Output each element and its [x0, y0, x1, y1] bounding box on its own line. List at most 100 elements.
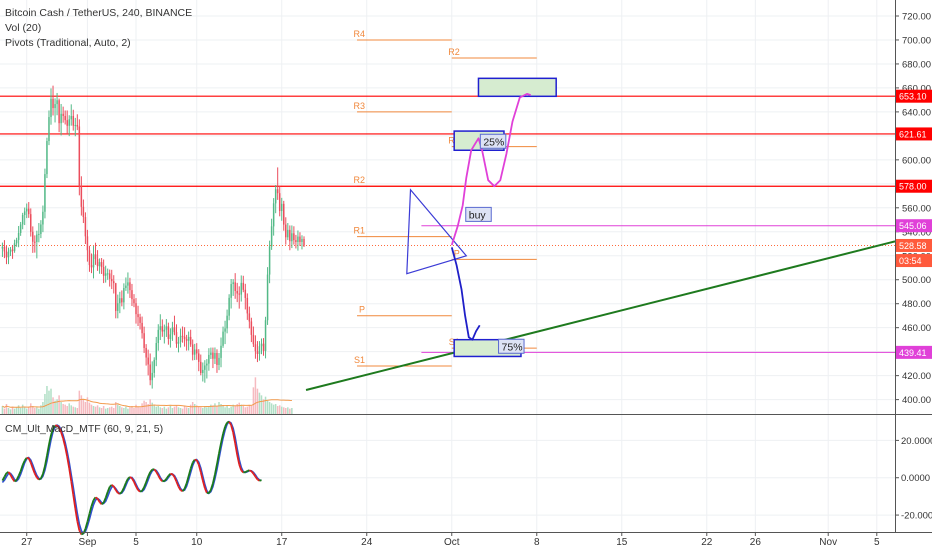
macd-line-segment: [212, 474, 216, 484]
candle-body: [210, 352, 212, 355]
macd-axis[interactable]: 20.0000 0.0000 -20.0000: [895, 436, 932, 522]
candle-body: [52, 98, 54, 109]
volume-bar: [86, 397, 89, 414]
volume-bar: [27, 406, 30, 414]
macd-line-segment: [95, 496, 99, 500]
volume-bar: [21, 404, 24, 414]
volume-bar: [222, 405, 224, 414]
candle-body: [56, 100, 58, 105]
macd-line-segment: [52, 425, 56, 430]
volume-bar: [13, 408, 16, 414]
candle-body: [11, 249, 14, 251]
volume-bar: [266, 400, 269, 414]
candle-body: [202, 369, 204, 373]
macd-line-segment: [141, 486, 145, 492]
macd-line-segment: [234, 443, 239, 456]
candle-body: [23, 211, 26, 215]
annotation-box[interactable]: [479, 133, 507, 149]
volume-bar: [119, 406, 121, 414]
candle-body: [177, 341, 180, 344]
macd-line-segment: [38, 477, 42, 481]
volume-bar: [143, 400, 145, 414]
volume-bar: [104, 408, 107, 414]
macd-line-segment: [36, 476, 40, 481]
volume-bar: [40, 405, 42, 414]
macd-line-segment: [240, 469, 244, 474]
macd-line-segment: [248, 469, 252, 473]
candle-body: [299, 236, 301, 242]
chart-title[interactable]: Bitcoin Cash / TetherUS, 240, BINANCE: [5, 7, 192, 19]
macd-line-segment: [14, 479, 18, 483]
price-tick-label: 460.00: [902, 323, 931, 334]
time-axis[interactable]: 27 Sep 5 10 17 24 Oct 8 15 22 26 Nov 5: [21, 532, 880, 548]
target-box[interactable]: [477, 77, 557, 98]
candle-body: [189, 336, 192, 345]
macd-line-segment: [139, 489, 143, 493]
volume-bar: [58, 395, 60, 414]
volume-bar: [84, 402, 87, 414]
pivots-legend[interactable]: Pivots (Traditional, Auto, 2): [5, 37, 131, 49]
candle-body: [64, 115, 66, 121]
candle-body: [1, 246, 4, 249]
candle-body: [155, 343, 158, 360]
candle-body: [173, 327, 176, 333]
candle-body: [224, 328, 226, 332]
volume-bar: [280, 406, 283, 414]
candle-body: [141, 322, 143, 334]
macd-legend[interactable]: CM_Ult_MacD_MTF (60, 9, 21, 5): [5, 423, 163, 435]
macd-line-segment: [127, 476, 131, 480]
volume-bar: [5, 404, 8, 414]
volume-bar: [82, 399, 85, 414]
volume-bar: [123, 408, 125, 414]
candle-body: [54, 104, 56, 109]
macd-line-segment: [62, 438, 67, 447]
macd-line-segment: [109, 484, 113, 488]
macd-line-segment: [21, 460, 26, 466]
price-tick-label: 400.00: [902, 395, 931, 406]
time-tick-label: 15: [616, 537, 628, 548]
volume-bar: [214, 403, 216, 414]
macd-line-segment: [153, 468, 157, 473]
candle-body: [187, 336, 190, 341]
candle-body: [214, 352, 216, 359]
volume-bar: [236, 404, 238, 414]
candle-body: [222, 331, 224, 346]
triangle-pattern[interactable]: [406, 188, 468, 275]
macd-line-segment: [26, 456, 29, 460]
volume-bar: [195, 405, 198, 414]
macd-line-segment: [56, 424, 60, 429]
bearish-projection-path[interactable]: [450, 247, 481, 341]
candle-body: [13, 243, 16, 251]
volume-bar: [100, 408, 103, 414]
annotation-box[interactable]: [465, 206, 492, 222]
annotation-box[interactable]: [498, 338, 525, 354]
macd-line-segment: [46, 444, 50, 456]
price-label-badge: [896, 219, 932, 233]
volume-bar: [30, 403, 32, 414]
candle-body: [102, 267, 105, 276]
bullish-projection-path[interactable]: [450, 93, 531, 246]
volume-bar: [88, 402, 91, 414]
volume-bar: [76, 408, 79, 414]
volume-ma-line: [2, 398, 292, 408]
candle-body: [206, 363, 208, 366]
volume-bar: [234, 406, 236, 414]
macd-line-segment: [17, 470, 22, 477]
candle-body: [238, 293, 240, 295]
candle-body: [258, 346, 261, 354]
candle-body: [98, 262, 101, 267]
ascending-trendline[interactable]: [305, 240, 896, 391]
volume-bar: [141, 403, 143, 414]
volume-bar: [52, 397, 54, 414]
macd-tick-label: 0.0000: [901, 473, 930, 484]
resistance-lines[interactable]: [0, 95, 895, 353]
price-tick-label: 680.00: [902, 59, 931, 70]
drawings[interactable]: buy 25% 75%: [305, 77, 896, 391]
price-label-badge: [896, 238, 932, 252]
candle-body: [200, 361, 202, 373]
macd-line-segment: [167, 473, 172, 477]
volume-legend[interactable]: Vol (20): [5, 22, 41, 34]
volume-bar: [189, 404, 192, 414]
candle-body: [216, 352, 218, 365]
